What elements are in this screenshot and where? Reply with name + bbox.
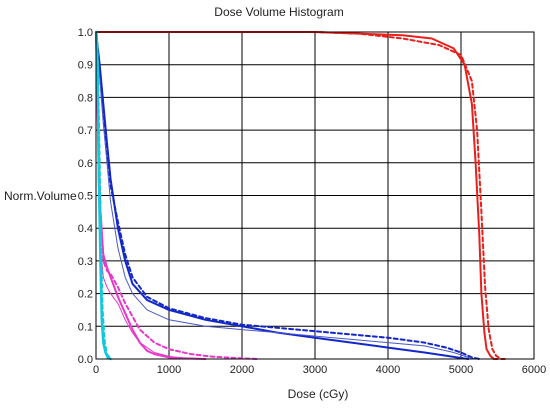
y-tick-label: 1.0: [78, 27, 93, 39]
series-line-2: [95, 31, 506, 360]
y-axis-label: Norm.Volume: [4, 189, 77, 203]
series-group: [94, 30, 506, 361]
series-line-6: [95, 31, 207, 360]
x-axis-label: Dose (cGy): [288, 387, 349, 401]
y-tick-label: 0.7: [78, 125, 93, 137]
plot-frame: [95, 31, 535, 360]
y-tick-label: 0.4: [78, 223, 93, 235]
y-tick-label: 0.8: [78, 92, 93, 104]
x-tick-labels: 0 1000 2000 3000 4000 5000 6000: [93, 364, 546, 376]
y-tick-label: 0.2: [78, 289, 93, 301]
x-tick-label: 4000: [376, 364, 400, 376]
series-line-1: [95, 31, 499, 360]
y-tick-label: 0.1: [78, 321, 93, 333]
x-tick-label: 3000: [303, 364, 327, 376]
x-tick-label: 0: [93, 364, 99, 376]
series-line-9: [94, 30, 112, 361]
x-tick-label: 1000: [157, 364, 181, 376]
y-tick-label: 0.3: [78, 256, 93, 268]
x-tick-label: 6000: [522, 364, 546, 376]
y-tick-label: 0.5: [78, 191, 93, 203]
series-line-5: [95, 31, 477, 360]
series-line-7: [95, 31, 258, 360]
y-tick-label: 0.6: [78, 158, 93, 170]
plot-border: [95, 31, 535, 360]
series-line-10: [95, 31, 112, 360]
chart-title: Dose Volume Histogram: [214, 5, 343, 19]
y-tick-labels: 0.0 0.1 0.2 0.3 0.4 0.5 0.6 0.7 0.8 0.9 1.0: [78, 27, 93, 366]
x-tick-label: 2000: [230, 364, 254, 376]
y-tick-label: 0.9: [78, 60, 93, 72]
x-tick-label: 5000: [449, 364, 473, 376]
y-tick-label: 0.0: [78, 354, 93, 366]
series-line-4: [95, 31, 481, 360]
series-line-3: [95, 31, 470, 360]
